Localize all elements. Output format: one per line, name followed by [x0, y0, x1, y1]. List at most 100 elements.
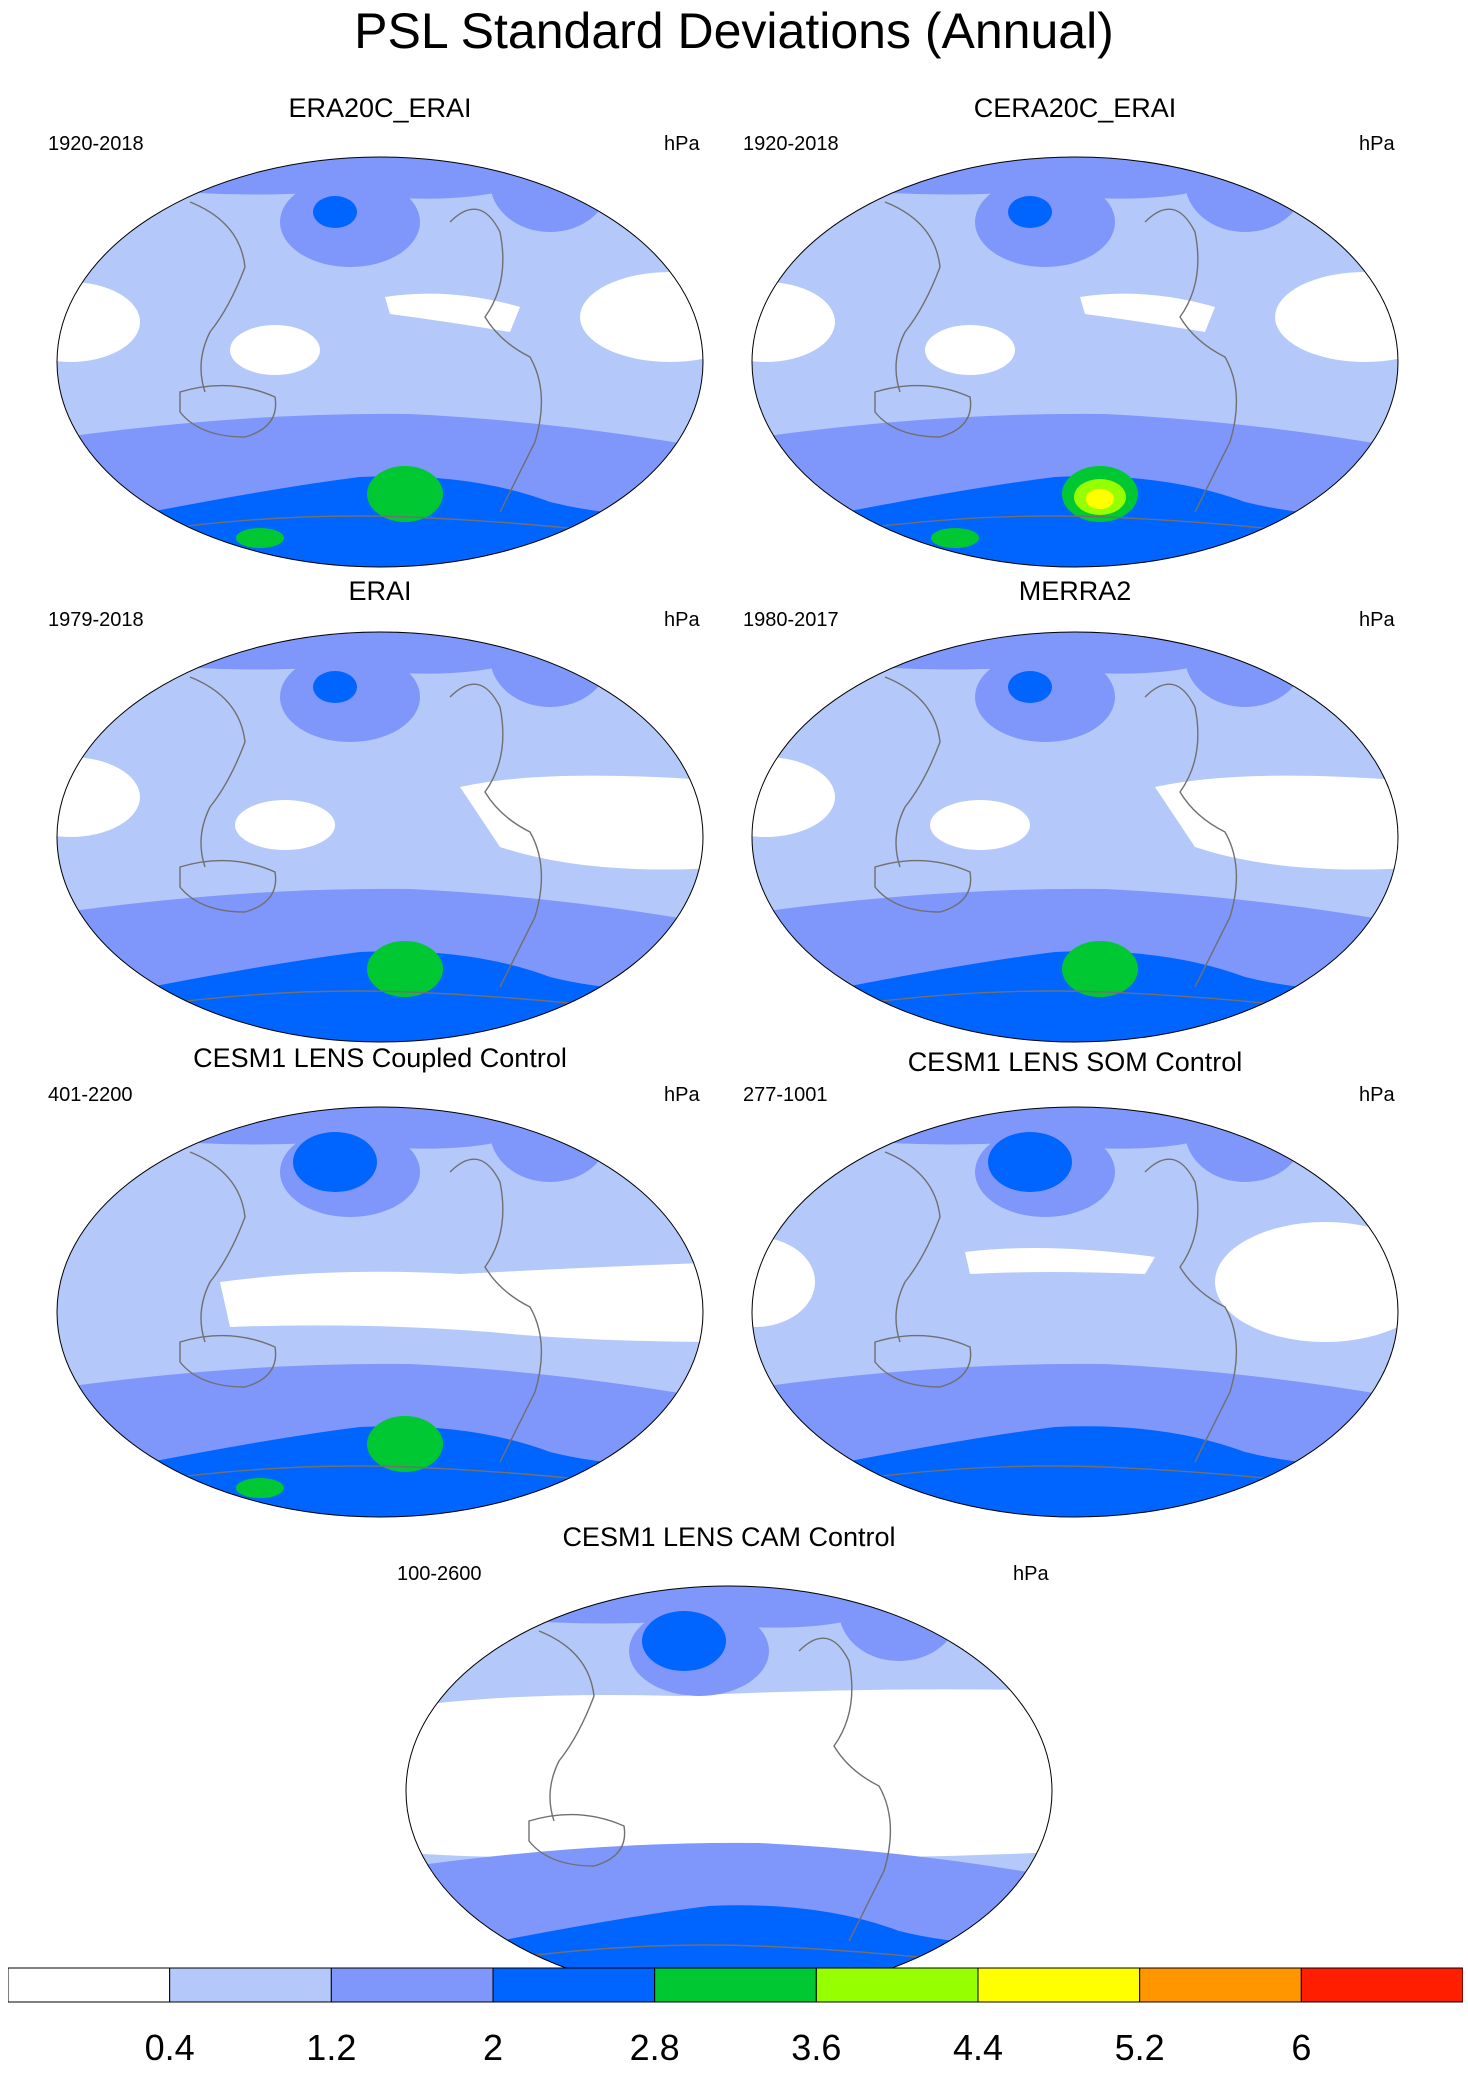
asia-coast — [189, 1151, 246, 1343]
americas-coast — [1144, 1158, 1238, 1463]
tropical-low-region — [460, 775, 703, 870]
contour-map — [56, 567, 704, 1043]
tropical-low-region — [57, 282, 140, 362]
southern-secondary-max — [236, 1478, 284, 1498]
north-pacific-core — [1008, 671, 1052, 703]
tropical-low-region — [965, 1248, 1155, 1274]
map-border — [751, 156, 1399, 568]
tropical-low-region — [57, 757, 140, 837]
southern-max-core-peak — [1086, 489, 1114, 509]
asia-coast — [884, 676, 941, 868]
northern-band — [57, 632, 550, 674]
australia-coast — [874, 1334, 972, 1388]
north-pacific-core — [293, 1132, 377, 1192]
tropical-low-region — [1155, 775, 1398, 870]
map-panel-era20c-erai: ERA20C_ERAI 1920-2018 hPa — [30, 92, 730, 572]
map-panel-erai: ERAI 1979-2018 hPa — [30, 567, 730, 1047]
northern-band — [406, 1586, 899, 1628]
southern-secondary-max — [236, 528, 284, 548]
map-panel-cesm1-coupled-control: CESM1 LENS Coupled Control 401-2200 hPa — [30, 1042, 730, 1522]
southern-max-core — [367, 1416, 443, 1472]
colorbar-box — [815, 1967, 979, 2003]
colorbar-box — [169, 1967, 332, 2003]
contour-map — [751, 114, 1399, 568]
panel-period: 1920-2018 — [743, 133, 839, 155]
north-atlantic-band — [1185, 1107, 1305, 1182]
colorbar-tick-label: 6 — [1291, 2027, 1312, 2068]
map-border — [56, 1106, 704, 1518]
colorbar-tick-label: 3.6 — [791, 2027, 842, 2068]
asia-coast — [189, 201, 246, 393]
tropical-low-region — [1080, 293, 1215, 332]
colorbar-tick-label: 4.4 — [952, 2027, 1004, 2068]
north-atlantic-band — [1185, 157, 1305, 232]
panel-title: ERA20C_ERAI — [288, 93, 472, 123]
southern-max-core — [367, 941, 443, 997]
panel-units: hPa — [1359, 609, 1395, 631]
panel-period: 1980-2017 — [743, 609, 839, 631]
map-border — [56, 156, 704, 568]
tropical-low-region — [752, 282, 835, 362]
northern-band — [752, 157, 1245, 199]
panel-title: MERRA2 — [1018, 576, 1132, 606]
colorbar-box — [1139, 1967, 1302, 2003]
asia-coast — [884, 1151, 941, 1343]
north-pacific-core — [642, 1611, 726, 1671]
colorbar-box — [1300, 1967, 1463, 2003]
north-atlantic-band — [490, 1107, 610, 1182]
northern-band — [57, 1107, 550, 1149]
map-panel-merra2: MERRA2 1980-2017 hPa — [725, 567, 1425, 1047]
panel-units: hPa — [1359, 133, 1395, 155]
australia-coast — [179, 1334, 277, 1388]
tropical-low-region — [230, 325, 320, 375]
north-pacific-core — [313, 671, 357, 703]
asia-coast — [189, 676, 246, 868]
tropical-low-region — [752, 757, 835, 837]
colorbar-tick-label: 2 — [482, 2027, 504, 2068]
tropical-low-region — [1215, 1222, 1398, 1342]
panel-period: 401-2200 — [48, 1084, 133, 1106]
panel-title: CESM1 LENS Coupled Control — [193, 1043, 567, 1073]
arctic-core — [875, 1042, 1285, 1102]
tropical-low-region — [235, 800, 335, 850]
colorbar-box — [492, 1967, 656, 2003]
australia-coast — [179, 384, 277, 438]
panel-period: 1920-2018 — [48, 133, 144, 155]
contour-fills — [406, 1586, 1052, 1996]
northern-band — [752, 632, 1245, 674]
panel-period: 277-1001 — [743, 1084, 828, 1106]
australia-coast — [874, 859, 972, 913]
map-border — [751, 631, 1399, 1043]
panel-period: 100-2600 — [397, 1563, 482, 1585]
australia-coast — [179, 859, 277, 913]
contour-fills — [752, 632, 1398, 1042]
contour-fills — [752, 1042, 1398, 1517]
north-atlantic-band — [839, 1586, 959, 1661]
tropical-low-region — [385, 293, 520, 332]
arctic-core — [180, 1042, 590, 1102]
arctic-core — [845, 114, 945, 150]
colorbar-tick-label: 2.8 — [629, 2027, 680, 2068]
contour-fills — [57, 157, 703, 567]
contour-fills — [752, 114, 1398, 567]
panel-units: hPa — [1359, 1084, 1395, 1106]
australia-coast — [874, 384, 972, 438]
arctic-core — [180, 567, 590, 627]
panel-period: 1979-2018 — [48, 609, 144, 631]
contour-fills — [57, 1042, 703, 1517]
colorbar-box — [977, 1967, 1141, 2003]
contour-map — [751, 1042, 1399, 1518]
americas-coast — [1144, 208, 1238, 513]
panel-title: CERA20C_ERAI — [973, 93, 1177, 123]
contour-map — [56, 156, 704, 568]
panel-units: hPa — [664, 133, 700, 155]
colorbar-tick-label: 5.2 — [1114, 2027, 1165, 2068]
northern-band — [57, 157, 550, 199]
north-atlantic-band — [1185, 632, 1305, 707]
panel-title: ERAI — [348, 576, 412, 606]
americas-coast — [449, 208, 543, 513]
arctic-core — [1215, 157, 1275, 182]
panel-units: hPa — [664, 1084, 700, 1106]
north-pacific-core — [313, 196, 357, 228]
northern-band — [752, 1107, 1245, 1149]
